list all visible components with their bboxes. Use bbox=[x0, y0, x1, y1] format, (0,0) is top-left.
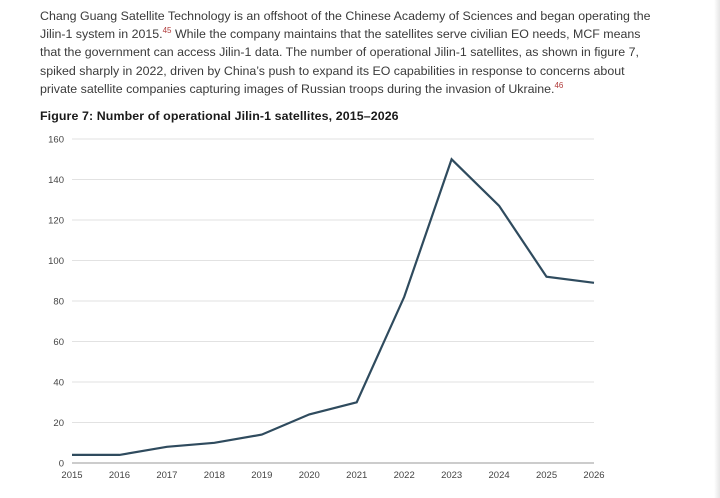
paragraph-line-1: Chang Guang Satellite Technology is an o… bbox=[40, 9, 651, 23]
x-tick-label: 2023 bbox=[441, 470, 462, 481]
gridlines bbox=[72, 138, 594, 464]
y-tick-label: 20 bbox=[53, 418, 64, 429]
x-tick-label: 2025 bbox=[536, 470, 557, 481]
y-tick-label: 160 bbox=[48, 135, 64, 146]
paragraph-line-5: private satellite companies capturing im… bbox=[40, 81, 555, 96]
x-tick-label: 2021 bbox=[346, 470, 367, 481]
y-tick-label: 60 bbox=[53, 337, 64, 348]
x-tick-label: 2020 bbox=[299, 470, 320, 481]
x-tick-label: 2017 bbox=[156, 470, 177, 481]
y-tick-label: 140 bbox=[48, 175, 64, 186]
series-layer bbox=[71, 157, 595, 456]
paragraph-line-2b: While the company maintains that the sat… bbox=[171, 27, 641, 42]
footnote-ref-46[interactable]: 46 bbox=[554, 80, 564, 90]
series-line bbox=[72, 157, 595, 456]
paragraph-line-2a: Jilin-1 system in 2015. bbox=[40, 27, 163, 42]
x-tick-label: 2016 bbox=[109, 470, 130, 481]
x-tick-label: 2026 bbox=[583, 470, 604, 481]
page-edge-shadow bbox=[714, 0, 720, 498]
y-tick-label: 0 bbox=[59, 459, 64, 470]
y-tick-label: 40 bbox=[53, 378, 64, 389]
x-tick-label: 2024 bbox=[489, 470, 510, 481]
footnote-ref-45[interactable]: 45 bbox=[162, 26, 172, 36]
x-tick-labels: 2015 2016 2017 2018 2019 2020 2021 2022 2023 2024… bbox=[61, 470, 604, 481]
x-tick-label: 2019 bbox=[251, 470, 272, 481]
figure-title: Figure 7: Number of operational Jilin-1 … bbox=[40, 109, 399, 123]
y-tick-label: 120 bbox=[48, 216, 64, 227]
y-tick-label: 80 bbox=[53, 297, 64, 308]
paragraph-line-3: that the government can access Jilin-1 d… bbox=[40, 45, 639, 60]
y-tick-labels: 0 20 40 60 80 100 120 140 160 bbox=[48, 135, 64, 470]
x-tick-label: 2015 bbox=[61, 470, 82, 481]
body-paragraph: Chang Guang Satellite Technology is an o… bbox=[40, 7, 680, 98]
y-tick-label: 100 bbox=[48, 256, 64, 267]
paragraph-line-4: spiked sharply in 2022, driven by China’… bbox=[40, 63, 625, 78]
x-tick-label: 2018 bbox=[204, 470, 225, 481]
x-tick-label: 2022 bbox=[394, 470, 415, 481]
